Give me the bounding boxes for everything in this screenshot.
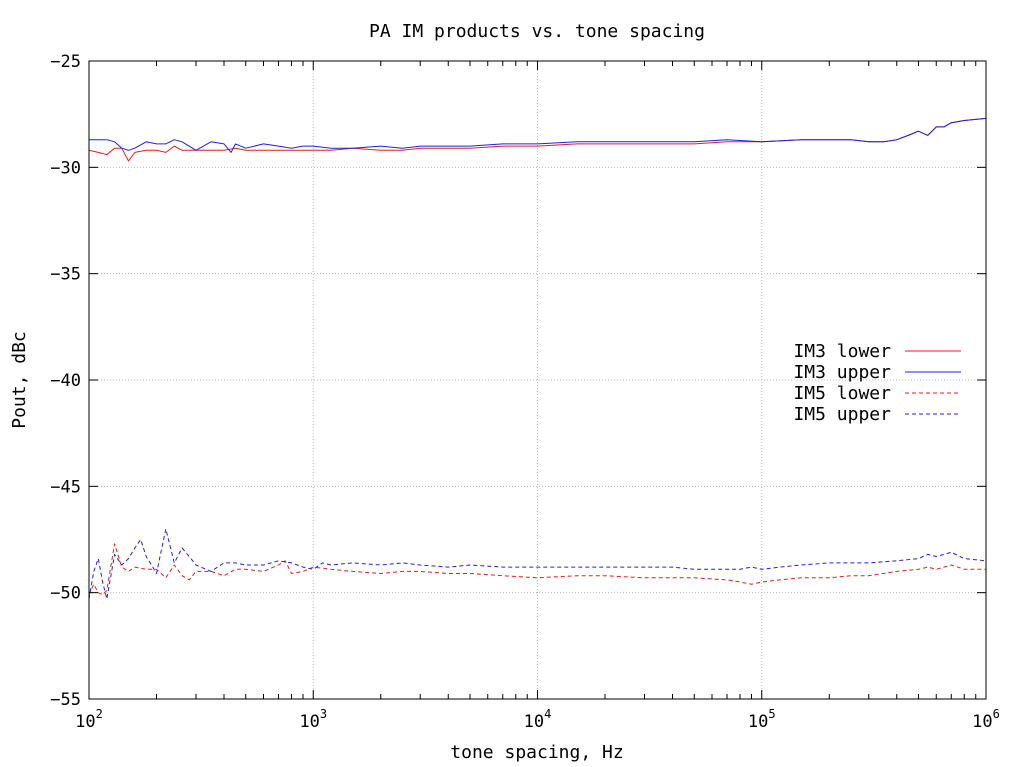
legend-label: IM5 lower [793, 383, 891, 404]
x-tick-label: 106 [972, 707, 1000, 732]
x-tick-exponent: 5 [768, 707, 775, 721]
y-tick-label: −40 [50, 371, 81, 391]
x-tick-base: 10 [524, 712, 544, 732]
y-tick-label: −30 [50, 158, 81, 178]
x-tick-label: 102 [75, 707, 103, 732]
x-tick-base: 10 [972, 712, 992, 732]
y-tick-label: −55 [50, 690, 81, 710]
y-axis-label: Pout, dBc [9, 331, 30, 429]
x-tick-base: 10 [75, 712, 95, 732]
x-tick-label: 105 [748, 707, 776, 732]
legend-label: IM5 upper [793, 404, 891, 425]
series-line-im5-upper [88, 528, 987, 600]
series-line-im3-upper [89, 117, 987, 153]
x-tick-base: 10 [748, 712, 768, 732]
x-tick-exponent: 2 [96, 707, 103, 721]
y-tick-label: −35 [50, 265, 81, 285]
x-tick-exponent: 3 [320, 707, 327, 721]
y-tick-label: −50 [50, 584, 81, 604]
y-tick-label: −45 [50, 477, 81, 497]
legend-label: IM3 lower [793, 341, 891, 362]
chart-title: PA IM products vs. tone spacing [369, 21, 705, 42]
x-tick-base: 10 [299, 712, 319, 732]
series-line-im5-lower [88, 543, 986, 596]
x-axis-label: tone spacing, Hz [450, 742, 623, 763]
y-tick-label: −25 [50, 52, 81, 72]
grid [89, 61, 986, 699]
series-lines [88, 117, 987, 600]
x-tick-label: 103 [299, 707, 327, 732]
x-tick-label: 104 [524, 707, 552, 732]
legend-label: IM3 upper [793, 362, 891, 383]
x-tick-exponent: 4 [544, 707, 551, 721]
x-tick-exponent: 6 [993, 707, 1000, 721]
